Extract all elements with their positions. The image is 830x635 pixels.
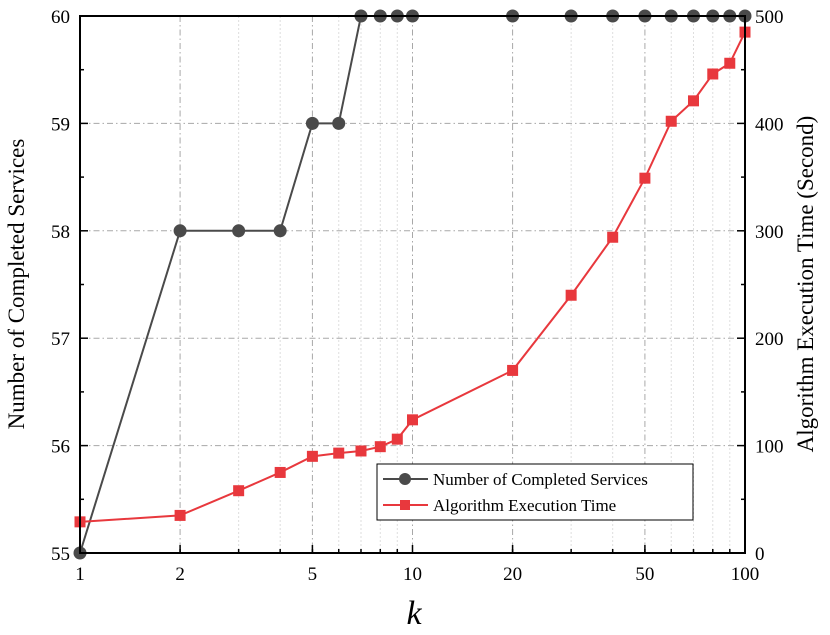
y-right-tick-label: 0 — [755, 544, 765, 565]
x-axis-title: k — [406, 595, 422, 632]
y-right-tick-label: 500 — [755, 7, 784, 28]
completed-services-point — [332, 116, 346, 130]
execution-time-point — [333, 447, 345, 459]
execution-time-point — [607, 231, 619, 243]
legend-marker-completed — [399, 473, 411, 485]
execution-time-point — [407, 414, 418, 426]
completed-services-point — [273, 224, 287, 238]
y-left-tick-label: 57 — [51, 329, 70, 350]
execution-time-point — [355, 445, 367, 457]
x-tick-label: 5 — [308, 564, 318, 585]
execution-time-point — [665, 115, 677, 127]
execution-time-point — [639, 172, 651, 184]
execution-time-point — [391, 433, 403, 445]
completed-services-point — [305, 116, 319, 130]
legend-label-completed: Number of Completed Services — [433, 470, 648, 489]
legend: Number of Completed Services Algorithm E… — [376, 463, 694, 521]
x-tick-label: 100 — [731, 564, 760, 585]
y-left-tick-label: 55 — [51, 544, 70, 565]
left-y-tick-labels: 55 56 57 58 59 60 — [51, 7, 70, 565]
execution-time-point — [174, 509, 186, 521]
y-right-tick-label: 200 — [755, 329, 784, 350]
right-y-axis-title: Algorithm Execution Time (Second) — [793, 116, 818, 453]
x-tick-labels: 1 2 5 10 20 50 100 — [75, 564, 759, 585]
x-tick-label: 50 — [635, 564, 654, 585]
y-left-tick-label: 59 — [51, 114, 70, 135]
execution-time-point — [233, 485, 245, 497]
execution-time-point — [274, 466, 286, 478]
execution-time-point — [724, 57, 736, 69]
execution-time-point — [687, 95, 699, 107]
completed-services-point — [173, 224, 187, 238]
legend-marker-time — [400, 500, 410, 510]
x-tick-label: 2 — [175, 564, 185, 585]
ticks — [79, 15, 746, 554]
completed-services-point — [232, 224, 246, 238]
execution-time-point — [306, 450, 318, 462]
execution-time-point — [707, 68, 719, 80]
x-tick-label: 1 — [75, 564, 85, 585]
execution-time-point — [374, 441, 386, 453]
x-tick-label: 20 — [503, 564, 522, 585]
legend-label-time: Algorithm Execution Time — [433, 496, 616, 515]
execution-time-point — [507, 364, 519, 376]
y-right-tick-label: 400 — [755, 114, 784, 135]
left-y-axis-title: Number of Completed Services — [4, 139, 29, 430]
right-y-tick-labels: 0 100 200 300 400 500 — [755, 7, 784, 565]
y-left-tick-label: 56 — [51, 437, 70, 458]
legend-box — [376, 463, 694, 521]
y-left-tick-label: 58 — [51, 222, 70, 243]
y-right-tick-label: 300 — [755, 222, 784, 243]
execution-time-point — [565, 289, 577, 301]
x-tick-label: 10 — [403, 564, 422, 585]
y-left-tick-label: 60 — [51, 7, 70, 28]
y-right-tick-label: 100 — [755, 437, 784, 458]
